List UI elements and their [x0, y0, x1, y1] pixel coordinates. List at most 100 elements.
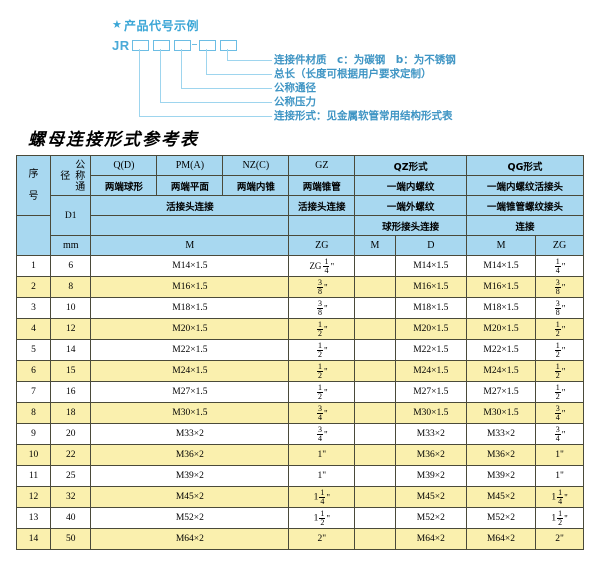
cell-qg-m: M18×1.5	[465, 297, 537, 319]
cell-qg-m: M39×2	[465, 465, 537, 487]
cell-qz-m	[354, 402, 396, 424]
cell-seq: 2	[15, 276, 52, 298]
header-unit-m: M	[90, 235, 290, 256]
cell-nominal-diameter: 12	[50, 318, 92, 340]
header-nominal-d1: D1	[50, 195, 92, 236]
table-row: 7 16 M27×1.5 1 2 " M27×1.5 M27×1.5 1 2 "	[15, 381, 584, 403]
header-row-ends: 两端球形 两端平面 两端内锥 两端锥管 一端内螺纹 一端内螺纹活接头	[17, 175, 585, 196]
cell-qg-zg: 1"	[535, 465, 584, 487]
header-row-codes: 序 号 公称通径 Q(D) PM(A) NZ(C) GZ QZ形式 QG形式	[15, 155, 585, 216]
table-row: 14 50 M64×2 2" M64×2 M64×2 2"	[15, 528, 584, 550]
cell-qz-d: M45×2	[394, 486, 467, 508]
header-conn-qg: 一端锥管螺纹接头	[465, 195, 585, 216]
header-group-pma: PM(A)	[156, 155, 224, 176]
cell-nominal-diameter: 18	[50, 402, 92, 424]
header-group-nzc: NZ(C)	[222, 155, 290, 176]
cell-nominal-diameter: 32	[50, 486, 92, 508]
header-ball-qdpmnz	[90, 215, 290, 236]
cell-gz-zg: 1 1 4 "	[288, 486, 356, 508]
cell-qg-m: M16×1.5	[465, 276, 537, 298]
code-box-5	[220, 40, 237, 51]
cell-seq: 14	[15, 528, 52, 550]
cell-qz-d: M18×1.5	[394, 297, 467, 319]
cell-qg-zg: 2"	[535, 528, 584, 550]
star-icon: ★	[112, 19, 122, 31]
annotation-total-length: 总长（长度可根据用户要求定制）	[274, 68, 432, 80]
header-seq: 序 号	[15, 155, 52, 216]
cell-thread-m: M16×1.5	[90, 276, 290, 298]
cell-thread-m: M45×2	[90, 486, 290, 508]
code-box-2	[153, 40, 170, 51]
cell-qz-m	[354, 255, 396, 277]
cell-gz-zg: 1 1 2 "	[288, 507, 356, 529]
cell-seq: 7	[15, 381, 52, 403]
header-row-connection: D1 活接头连接 活接头连接 一端外螺纹 一端锥管螺纹接头	[17, 195, 585, 236]
cell-thread-m: M30×1.5	[90, 402, 290, 424]
cell-seq: 9	[15, 423, 52, 445]
cell-nominal-diameter: 15	[50, 360, 92, 382]
code-prefix-jr: JR	[112, 38, 130, 53]
cell-qz-d: M27×1.5	[394, 381, 467, 403]
header-unit-qz-d: D	[394, 235, 467, 256]
annotation-nominal-pressure: 公称压力	[274, 96, 316, 108]
cell-qz-d: M64×2	[394, 528, 467, 550]
header-seq-line2: 号	[28, 190, 39, 202]
cell-seq: 13	[15, 507, 52, 529]
cell-thread-m: M22×1.5	[90, 339, 290, 361]
cell-qg-m: M27×1.5	[465, 381, 537, 403]
table-row: 11 25 M39×2 1" M39×2 M39×2 1"	[15, 465, 584, 487]
header-end-qd: 两端球形	[90, 175, 158, 196]
header-end-gz: 两端锥管	[288, 175, 356, 196]
cell-qz-m	[354, 444, 396, 466]
cell-gz-zg: 2"	[288, 528, 356, 550]
table-row: 13 40 M52×2 1 1 2 " M52×2 M52×2 1 1 2 "	[15, 507, 584, 529]
header-unit-qg-m: M	[465, 235, 537, 256]
header-group-qz: QZ形式	[354, 155, 467, 176]
cell-qz-d: M16×1.5	[394, 276, 467, 298]
cell-nominal-diameter: 8	[50, 276, 92, 298]
cell-qg-m: M52×2	[465, 507, 537, 529]
table-body: 1 6 M14×1.5 ZG 1 4 " M14×1.5 M14×1.5 1 4 " 2 8 M16×1.5…	[15, 255, 584, 550]
cell-thread-m: M27×1.5	[90, 381, 290, 403]
cell-qg-zg: 1 4 "	[535, 255, 584, 277]
annotation-nominal-diameter: 公称通径	[274, 82, 316, 94]
cell-qg-zg: 1 1 2 "	[535, 507, 584, 529]
table-row: 6 15 M24×1.5 1 2 " M24×1.5 M24×1.5 1 2 "	[15, 360, 584, 382]
table-row: 2 8 M16×1.5 3 8 " M16×1.5 M16×1.5 3 8 "	[15, 276, 584, 298]
header-ball-qz: 球形接头连接	[354, 215, 467, 236]
header-unit-gz-zg: ZG	[288, 235, 356, 256]
cell-nominal-diameter: 22	[50, 444, 92, 466]
cell-gz-zg: 1 2 "	[288, 360, 356, 382]
cell-qz-d: M24×1.5	[394, 360, 467, 382]
cell-seq: 4	[15, 318, 52, 340]
header-conn-qdpmnz: 活接头连接	[90, 195, 290, 216]
cell-seq: 5	[15, 339, 52, 361]
cell-qz-d: M36×2	[394, 444, 467, 466]
cell-qg-zg: 3 8 "	[535, 276, 584, 298]
header-unit-qg-zg: ZG	[535, 235, 584, 256]
leader-line-total-length-horizontal	[206, 74, 272, 75]
cell-nominal-diameter: 16	[50, 381, 92, 403]
leader-line-material-vertical	[227, 49, 228, 60]
annotation-connection-type: 连接形式：见金属软管常用结构形式表	[274, 110, 453, 122]
cell-gz-zg: 1 2 "	[288, 381, 356, 403]
cell-qg-zg: 1 2 "	[535, 318, 584, 340]
cell-thread-m: M33×2	[90, 423, 290, 445]
page-title: 螺母连接形式参考表	[28, 130, 199, 150]
table-row: 8 18 M30×1.5 3 4 " M30×1.5 M30×1.5 3 4 "	[15, 402, 584, 424]
annotation-material: 连接件材质 c：为碳钢 b：为不锈钢	[274, 54, 456, 66]
cell-qg-m: M30×1.5	[465, 402, 537, 424]
cell-qg-zg: 1 2 "	[535, 339, 584, 361]
cell-qg-zg: 3 4 "	[535, 402, 584, 424]
cell-qg-m: M36×2	[465, 444, 537, 466]
table-row: 3 10 M18×1.5 3 8 " M18×1.5 M18×1.5 3 8 "	[15, 297, 584, 319]
cell-qz-d: M22×1.5	[394, 339, 467, 361]
cell-thread-m: M24×1.5	[90, 360, 290, 382]
cell-thread-m: M52×2	[90, 507, 290, 529]
cell-qg-zg: 1 2 "	[535, 360, 584, 382]
cell-seq: 6	[15, 360, 52, 382]
cell-qg-m: M64×2	[465, 528, 537, 550]
header-end-pma: 两端平面	[156, 175, 224, 196]
header-ball-qg: 连接	[465, 215, 585, 236]
cell-qg-m: M14×1.5	[465, 255, 537, 277]
